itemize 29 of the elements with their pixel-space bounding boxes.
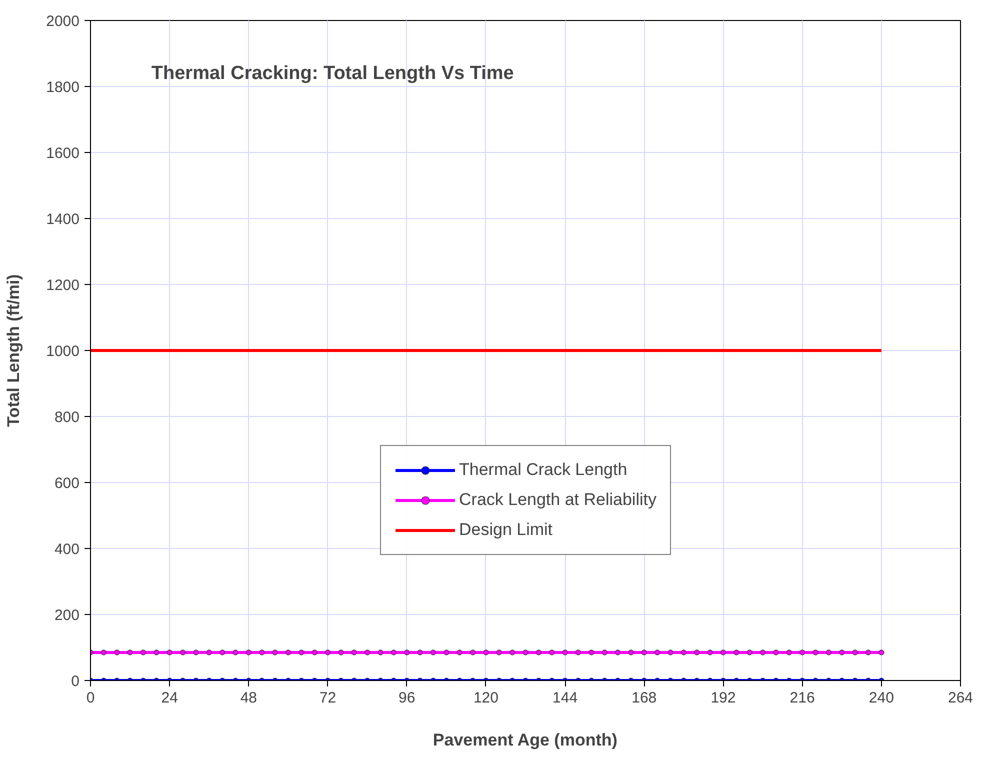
y-axis-title: Total Length (ft/mi) <box>4 274 24 427</box>
y-tick-label: 1000 <box>46 343 80 360</box>
x-tick-label: 48 <box>240 690 258 706</box>
x-tick-label: 168 <box>632 690 657 706</box>
y-tick-label: 1600 <box>46 145 80 162</box>
y-tick-label: 1400 <box>46 211 80 228</box>
x-tick-label: 144 <box>552 690 578 706</box>
x-tick-label: 192 <box>710 690 736 706</box>
x-axis-title: Pavement Age (month) <box>432 730 618 750</box>
x-tick-label: 72 <box>319 690 336 706</box>
x-tick-label: 216 <box>790 690 815 706</box>
x-tick-label: 24 <box>161 690 178 706</box>
x-tick-label: 0 <box>86 690 95 706</box>
text: Thermal Cracking: Total Length Vs Time <box>151 62 514 84</box>
y-tick-label: 400 <box>54 541 80 558</box>
legend-label: Thermal Crack Length <box>459 460 628 480</box>
x-tick-label: 96 <box>398 690 416 706</box>
y-tick-label: 1200 <box>46 277 80 294</box>
legend-label: Design Limit <box>459 520 553 540</box>
y-tick-label: 0 <box>71 673 80 690</box>
x-tick-label: 240 <box>868 690 894 706</box>
y-tick-label: 600 <box>54 475 80 492</box>
y-tick-label: 1800 <box>46 79 80 96</box>
y-tick-label: 200 <box>54 607 80 624</box>
legend-label: Crack Length at Reliability <box>459 490 656 510</box>
x-tick-label: 120 <box>473 690 498 706</box>
y-tick-label: 800 <box>54 409 80 426</box>
y-tick-label: 2000 <box>46 13 80 30</box>
x-tick-label: 264 <box>948 690 974 706</box>
